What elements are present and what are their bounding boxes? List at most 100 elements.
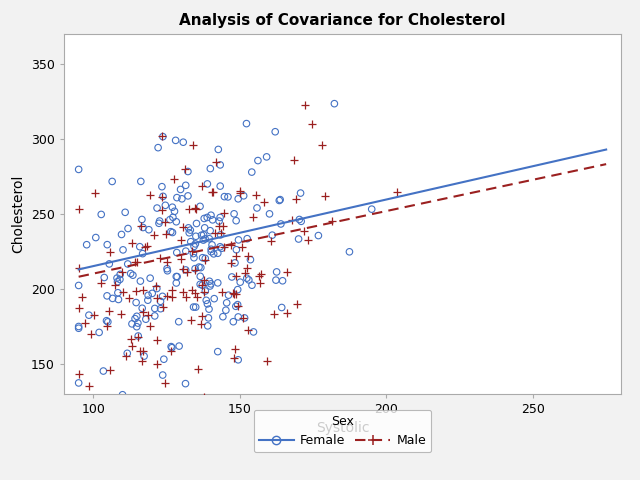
- Point: [219, 209, 229, 217]
- Point: [270, 128, 280, 135]
- Point: [207, 188, 218, 195]
- Point: [245, 256, 255, 264]
- Point: [180, 247, 191, 255]
- Point: [242, 235, 252, 242]
- Point: [135, 348, 145, 355]
- Point: [392, 189, 403, 196]
- Point: [242, 264, 252, 272]
- Point: [104, 366, 115, 374]
- Title: Analysis of Covariance for Cholesterol: Analysis of Covariance for Cholesterol: [179, 13, 506, 28]
- Point: [162, 265, 172, 273]
- Point: [259, 198, 269, 206]
- Point: [137, 216, 147, 223]
- Point: [148, 231, 159, 239]
- Point: [103, 318, 113, 325]
- Point: [190, 204, 200, 212]
- X-axis label: Systolic: Systolic: [316, 421, 369, 435]
- Point: [367, 205, 377, 213]
- Point: [244, 276, 254, 284]
- Point: [237, 243, 247, 251]
- Point: [156, 305, 166, 312]
- Point: [206, 245, 216, 253]
- Point: [235, 278, 245, 286]
- Point: [137, 357, 147, 365]
- Point: [213, 145, 223, 153]
- Point: [329, 100, 339, 108]
- Point: [145, 323, 155, 330]
- Point: [239, 314, 250, 322]
- Point: [214, 222, 224, 229]
- Point: [196, 312, 207, 320]
- Point: [74, 371, 84, 378]
- Point: [194, 263, 204, 271]
- Point: [206, 280, 216, 288]
- Point: [77, 294, 88, 301]
- Point: [143, 291, 153, 299]
- Point: [201, 297, 211, 304]
- Point: [102, 292, 112, 300]
- Point: [183, 224, 193, 232]
- Point: [130, 258, 140, 266]
- Point: [262, 153, 272, 161]
- Point: [198, 231, 209, 239]
- Point: [294, 216, 305, 223]
- Point: [183, 168, 193, 175]
- Point: [230, 302, 241, 310]
- Point: [175, 186, 186, 193]
- Point: [212, 250, 223, 257]
- Point: [152, 285, 162, 292]
- Point: [172, 194, 182, 202]
- Point: [105, 249, 115, 256]
- Point: [180, 266, 191, 274]
- Point: [74, 323, 84, 330]
- Point: [131, 287, 141, 295]
- Point: [154, 217, 164, 225]
- Point: [207, 189, 217, 196]
- Point: [98, 367, 108, 375]
- Point: [84, 312, 94, 319]
- Point: [204, 314, 214, 322]
- Point: [170, 207, 180, 215]
- Point: [131, 299, 141, 306]
- Point: [158, 303, 168, 311]
- Point: [218, 288, 228, 296]
- Point: [228, 289, 238, 297]
- Point: [180, 380, 191, 387]
- Point: [89, 311, 99, 319]
- Point: [74, 282, 84, 289]
- Point: [96, 211, 106, 218]
- Point: [166, 348, 176, 355]
- Point: [221, 306, 231, 314]
- Point: [197, 281, 207, 288]
- Point: [235, 187, 245, 194]
- Point: [207, 216, 218, 224]
- Point: [179, 288, 189, 296]
- Point: [176, 255, 186, 263]
- Point: [188, 303, 198, 311]
- Point: [177, 195, 187, 203]
- Point: [291, 196, 301, 204]
- Point: [267, 231, 277, 239]
- Point: [132, 319, 143, 327]
- Point: [155, 254, 165, 262]
- Point: [127, 342, 137, 350]
- Point: [163, 258, 173, 266]
- Point: [101, 317, 111, 324]
- Point: [253, 157, 263, 165]
- Point: [210, 229, 220, 237]
- Point: [113, 289, 123, 297]
- Point: [157, 193, 167, 201]
- Point: [172, 273, 182, 280]
- Point: [269, 310, 279, 318]
- Point: [117, 288, 127, 296]
- Point: [226, 241, 236, 249]
- Point: [168, 228, 178, 236]
- Point: [74, 166, 84, 173]
- Point: [116, 230, 127, 238]
- Point: [127, 240, 137, 247]
- Point: [303, 237, 313, 244]
- Point: [215, 214, 225, 221]
- Point: [246, 168, 257, 176]
- Point: [140, 243, 150, 251]
- Point: [139, 352, 149, 360]
